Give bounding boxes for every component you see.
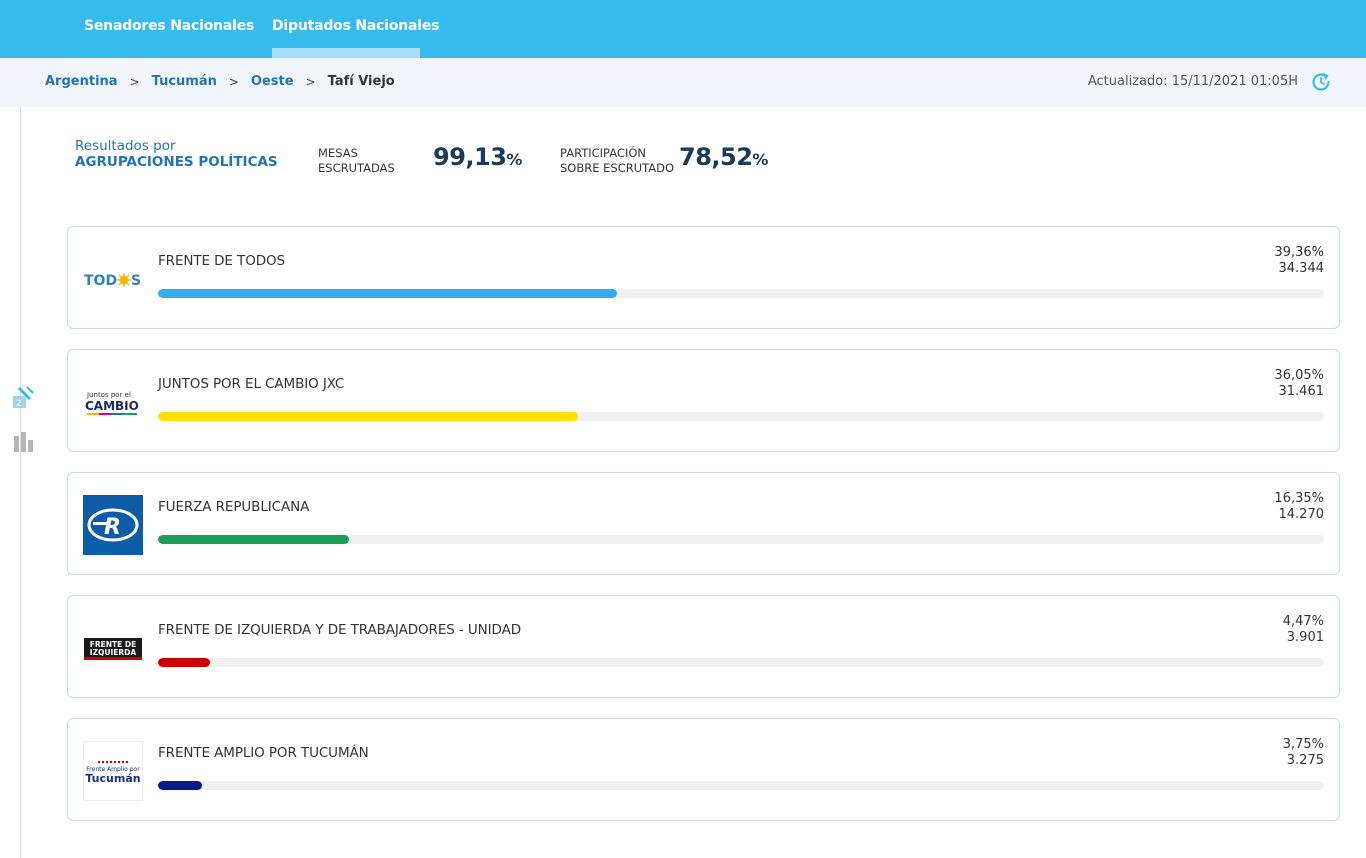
mesas-value-number: 99,13 bbox=[433, 143, 507, 171]
party-percent: 39,36% bbox=[1274, 245, 1324, 260]
party-votes: 3.901 bbox=[1286, 630, 1324, 645]
breadcrumb: Argentina > Tucumán > Oeste > Tafí Viejo bbox=[45, 74, 395, 89]
party-card-fuerza-republicana[interactable]: R FUERZA REPUBLICANA 16,35% 14.270 bbox=[67, 472, 1340, 575]
party-votes: 14.270 bbox=[1278, 507, 1325, 522]
party-percent: 3,75% bbox=[1282, 737, 1324, 752]
bar-chart-icon[interactable] bbox=[11, 430, 35, 454]
fuerza-republicana-logo: R bbox=[83, 495, 143, 555]
mesas-value-percent: % bbox=[506, 150, 522, 169]
breadcrumb-current: Tafí Viejo bbox=[327, 74, 395, 89]
mesas-label-line1: MESAS bbox=[318, 146, 358, 160]
result-bar-track bbox=[158, 658, 1324, 667]
mesas-escrutadas-value: 99,13% bbox=[433, 143, 522, 171]
breadcrumb-oeste[interactable]: Oeste bbox=[250, 74, 294, 89]
svg-text:IZQUIERDA: IZQUIERDA bbox=[90, 648, 137, 657]
refresh-icon[interactable] bbox=[1310, 71, 1332, 93]
breadcrumb-bar: Argentina > Tucumán > Oeste > Tafí Viejo… bbox=[0, 58, 1366, 107]
party-name: FRENTE DE TODOS bbox=[158, 253, 286, 269]
participacion-value-percent: % bbox=[752, 150, 768, 169]
party-name: FUERZA REPUBLICANA bbox=[158, 499, 310, 515]
breadcrumb-argentina[interactable]: Argentina bbox=[45, 74, 118, 89]
updated-timestamp: Actualizado: 15/11/2021 01:05H bbox=[1087, 74, 1298, 89]
breadcrumb-separator: > bbox=[305, 74, 316, 89]
party-card-juntos-por-el-cambio[interactable]: Juntos por el CAMBIO JUNTOS POR EL CAMBI… bbox=[67, 349, 1340, 452]
svg-text:CAMBIO: CAMBIO bbox=[85, 399, 139, 413]
result-bar-fill bbox=[158, 658, 211, 667]
participacion-label-line2: SOBRE ESCRUTADO bbox=[560, 161, 675, 175]
party-name: JUNTOS POR EL CAMBIO JXC bbox=[158, 376, 345, 392]
mesas-label-line2: ESCRUTADAS bbox=[318, 161, 395, 175]
result-bar-track bbox=[158, 412, 1324, 421]
frente-izquierda-logo: FRENTE DE IZQUIERDA bbox=[83, 618, 143, 678]
party-card-frente-de-izquierda[interactable]: FRENTE DE IZQUIERDA FRENTE DE IZQUIERDA … bbox=[67, 595, 1340, 698]
juntos-logo: Juntos por el CAMBIO bbox=[83, 372, 143, 432]
tab-diputados-nacionales[interactable]: Diputados Nacionales bbox=[272, 18, 440, 34]
participacion-label: PARTICIPACIÓN SOBRE ESCRUTADO bbox=[560, 146, 674, 176]
party-percent: 36,05% bbox=[1274, 368, 1324, 383]
active-tab-indicator bbox=[272, 48, 420, 58]
svg-text:R: R bbox=[104, 515, 121, 540]
party-votes: 34.344 bbox=[1278, 261, 1325, 276]
party-name: FRENTE AMPLIO POR TUCUMÁN bbox=[158, 745, 369, 761]
svg-text:Tucumán: Tucumán bbox=[85, 772, 140, 785]
ballot-box-icon[interactable]: 2 bbox=[11, 385, 35, 409]
participacion-label-line1: PARTICIPACIÓN bbox=[560, 146, 646, 160]
sidebar-divider bbox=[20, 107, 21, 858]
mesas-escrutadas-label: MESAS ESCRUTADAS bbox=[318, 146, 395, 176]
party-card-frente-de-todos[interactable]: TOD S FRENTE DE TODOS 39,36% 34.344 bbox=[67, 226, 1340, 329]
result-bar-fill bbox=[158, 781, 202, 790]
svg-text:Frente Amplio por: Frente Amplio por bbox=[86, 766, 140, 773]
political-groups-label: AGRUPACIONES POLÍTICAS bbox=[75, 154, 278, 170]
result-bar-fill bbox=[158, 289, 617, 298]
svg-text:S: S bbox=[131, 273, 141, 289]
party-percent: 4,47% bbox=[1282, 614, 1324, 629]
breadcrumb-tucuman[interactable]: Tucumán bbox=[151, 74, 217, 89]
results-by-label: Resultados por bbox=[75, 138, 176, 154]
breadcrumb-separator: > bbox=[228, 74, 239, 89]
party-name: FRENTE DE IZQUIERDA Y DE TRABAJADORES - … bbox=[158, 622, 522, 638]
svg-text:TOD: TOD bbox=[84, 273, 117, 289]
todos-logo: TOD S bbox=[83, 249, 143, 309]
result-bar-track bbox=[158, 781, 1324, 790]
participacion-value: 78,52% bbox=[679, 143, 768, 171]
result-bar-track bbox=[158, 289, 1324, 298]
breadcrumb-separator: > bbox=[129, 74, 140, 89]
frente-amplio-logo: Frente Amplio por Tucumán bbox=[83, 741, 143, 801]
participacion-value-number: 78,52 bbox=[679, 143, 753, 171]
top-navigation-bar: Senadores Nacionales Diputados Nacionale… bbox=[0, 0, 1366, 58]
result-bar-fill bbox=[158, 412, 579, 421]
party-votes: 31.461 bbox=[1278, 384, 1325, 399]
svg-text:FRENTE DE: FRENTE DE bbox=[90, 640, 137, 649]
result-bar-fill bbox=[158, 535, 349, 544]
svg-text:2: 2 bbox=[16, 399, 22, 409]
tab-senadores-nacionales[interactable]: Senadores Nacionales bbox=[84, 18, 255, 34]
party-percent: 16,35% bbox=[1274, 491, 1324, 506]
party-card-frente-amplio[interactable]: Frente Amplio por Tucumán FRENTE AMPLIO … bbox=[67, 718, 1340, 821]
results-by-title: Resultados por AGRUPACIONES POLÍTICAS bbox=[75, 138, 278, 170]
party-votes: 3.275 bbox=[1286, 753, 1324, 768]
result-bar-track bbox=[158, 535, 1324, 544]
svg-text:Juntos por el: Juntos por el bbox=[86, 391, 131, 399]
